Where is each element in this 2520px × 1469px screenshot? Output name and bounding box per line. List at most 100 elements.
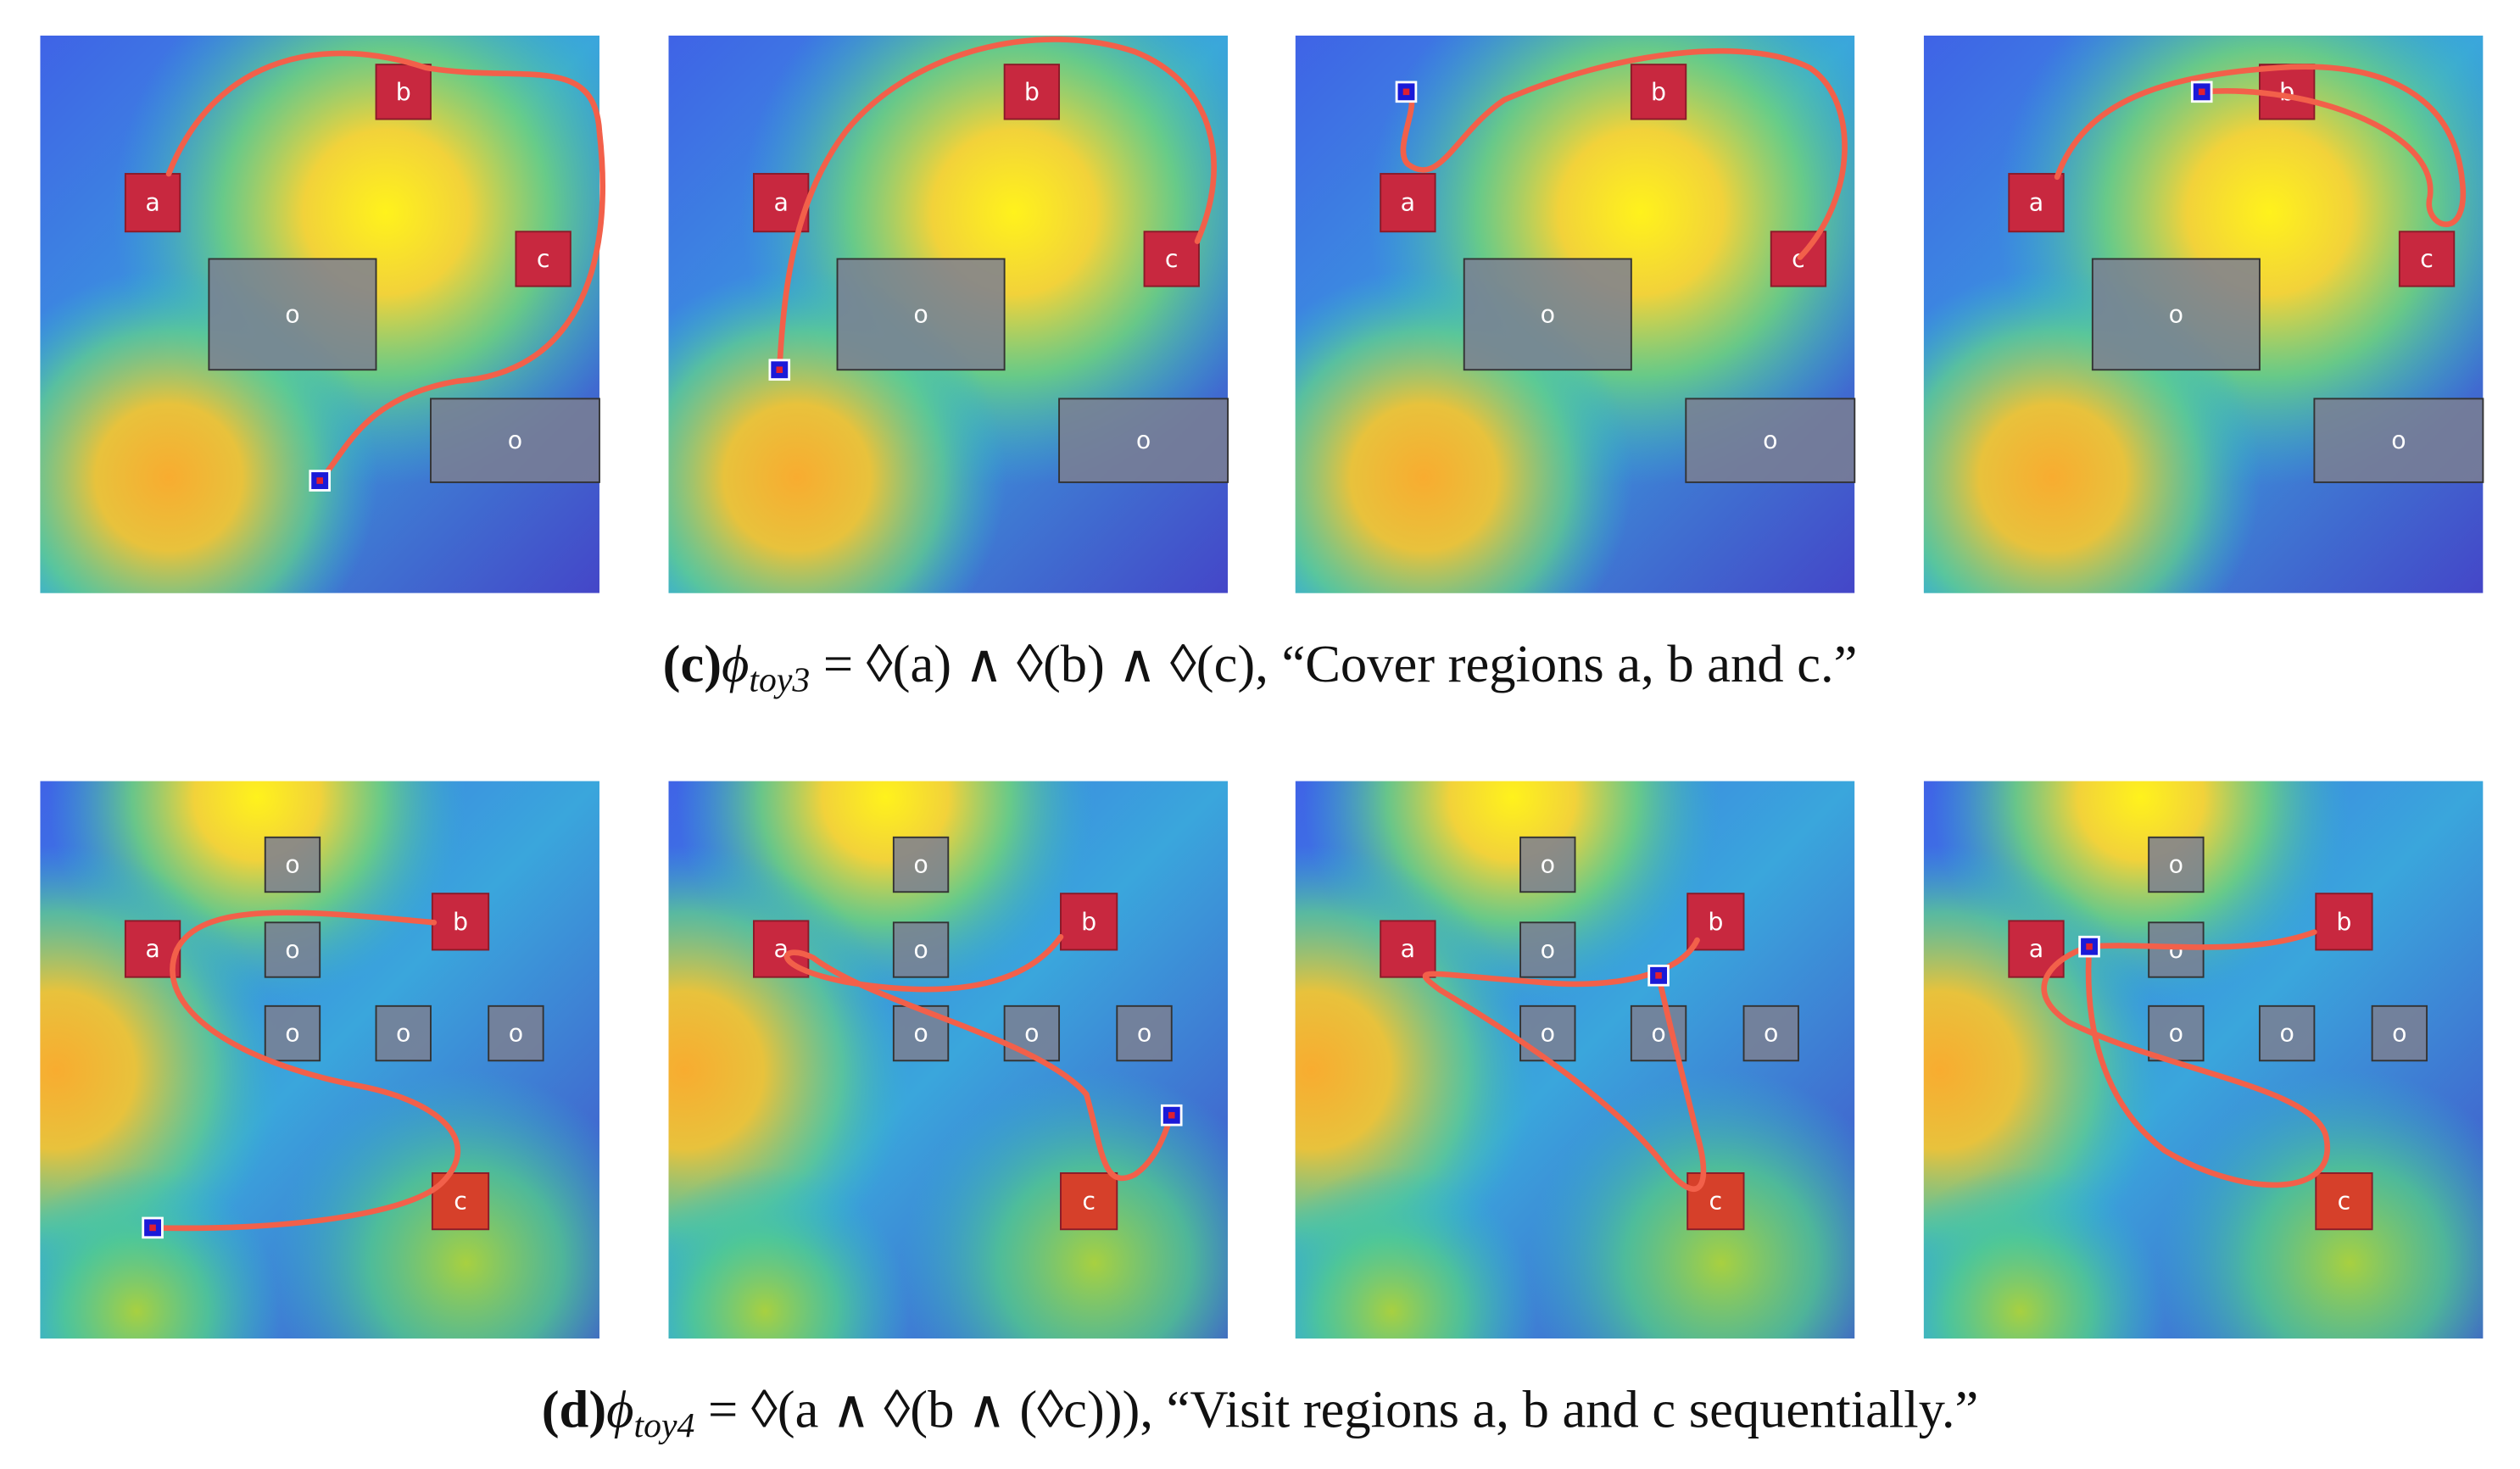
agent-core: [1402, 88, 1410, 96]
heatmap-blob: [1923, 1166, 2166, 1339]
region: [2315, 1171, 2373, 1231]
agent-core: [2198, 88, 2205, 96]
caption-subscript: toy3: [749, 660, 810, 699]
obstacle: [1519, 921, 1576, 978]
region-label: o: [1024, 1020, 1039, 1048]
caption-text: = ◊(a ∧ ◊(b ∧ (◊c))), “Visit regions a, …: [694, 1379, 1978, 1438]
agent-core: [149, 1224, 156, 1232]
region: [1687, 1171, 1745, 1231]
region: [1380, 920, 1436, 978]
region-label: c: [537, 245, 550, 273]
map: a b c o o: [1923, 35, 2484, 593]
region-label: o: [1541, 936, 1555, 964]
obstacle: [2313, 398, 2484, 483]
region-label: o: [2169, 936, 2183, 964]
region-label: o: [1764, 1020, 1778, 1048]
obstacle: [1742, 1004, 1799, 1062]
obstacle: [1058, 398, 1229, 483]
region: [752, 920, 810, 978]
heatmap-blob: [668, 1166, 910, 1339]
trajectory: [165, 50, 605, 484]
region: [1143, 231, 1200, 287]
obstacle: [1463, 258, 1632, 371]
region-label: o: [2279, 1020, 2294, 1048]
region: [2398, 231, 2456, 287]
obstacle: [1685, 398, 1856, 483]
trajectory: [2054, 64, 2467, 227]
agent-core: [316, 477, 323, 484]
caption-label: (d): [542, 1379, 606, 1438]
agent-core: [2086, 943, 2093, 950]
agent-core: [1168, 1111, 1175, 1119]
trajectory: [2041, 929, 2330, 1188]
heatmap: [40, 781, 599, 1339]
region-label: o: [1136, 426, 1151, 454]
region: [1380, 173, 1436, 233]
region-label: b: [2336, 908, 2351, 936]
obstacle: [264, 921, 321, 978]
region-label: a: [1401, 935, 1415, 963]
caption-symbol: ϕ: [606, 1379, 633, 1438]
obstacle: [836, 258, 1006, 371]
region: [1060, 893, 1118, 951]
region-label: o: [285, 300, 299, 328]
region-label: c: [2420, 245, 2434, 273]
region-label: c: [1082, 1188, 1096, 1216]
obstacle: [2371, 1004, 2428, 1062]
region-label: o: [1651, 1020, 1665, 1048]
obstacle: [2091, 258, 2261, 371]
region-label: b: [396, 78, 411, 106]
caption-subscript: toy4: [634, 1406, 695, 1445]
region-label: o: [2391, 426, 2406, 454]
region-label: b: [1651, 78, 1666, 106]
region-label: o: [913, 300, 928, 328]
heatmap-blob: [40, 1166, 282, 1339]
caption: (d)ϕtoy4 = ◊(a ∧ ◊(b ∧ (◊c))), “Visit re…: [542, 1379, 1979, 1444]
region: [2315, 893, 2373, 951]
region: [431, 893, 490, 951]
region-label: o: [1137, 1020, 1151, 1048]
region-label: b: [453, 908, 468, 936]
obstacle: [2148, 836, 2205, 893]
region-label: o: [285, 851, 299, 879]
obstacle: [1003, 1004, 1061, 1062]
heatmap-blob: [1295, 1166, 1536, 1339]
trajectory: [1422, 937, 1707, 1192]
region-label: a: [2029, 189, 2043, 217]
obstacle: [1116, 1004, 1173, 1062]
trajectory: [149, 910, 461, 1232]
region: [515, 231, 571, 287]
map: a b c o o: [40, 35, 605, 593]
region: [2008, 173, 2065, 233]
agent-core: [776, 366, 783, 374]
caption-text: = ◊(a) ∧ ◊(b) ∧ ◊(c), “Cover regions a, …: [810, 634, 1857, 693]
obstacle: [488, 1004, 544, 1062]
region-label: o: [2169, 1020, 2183, 1048]
trajectory: [783, 934, 1175, 1182]
region-label: b: [1081, 908, 1096, 936]
trajectory: [1400, 47, 1848, 260]
region-label: o: [2392, 1020, 2406, 1048]
region-label: o: [396, 1020, 410, 1048]
region: [124, 173, 181, 233]
region-label: a: [145, 935, 159, 963]
region-label: o: [509, 1020, 523, 1048]
obstacle: [264, 836, 321, 893]
region: [1003, 64, 1061, 120]
region-label: o: [285, 1020, 299, 1048]
obstacle: [1519, 836, 1576, 893]
region-label: o: [2169, 851, 2183, 879]
region: [1630, 64, 1687, 120]
region-label: c: [1165, 245, 1179, 273]
obstacle: [892, 921, 950, 978]
map: a b c o o: [668, 35, 1229, 593]
region-label: b: [1024, 78, 1040, 106]
region-label: c: [454, 1188, 467, 1216]
region-label: o: [913, 936, 928, 964]
obstacle: [208, 258, 377, 371]
region-label: b: [1708, 908, 1723, 936]
